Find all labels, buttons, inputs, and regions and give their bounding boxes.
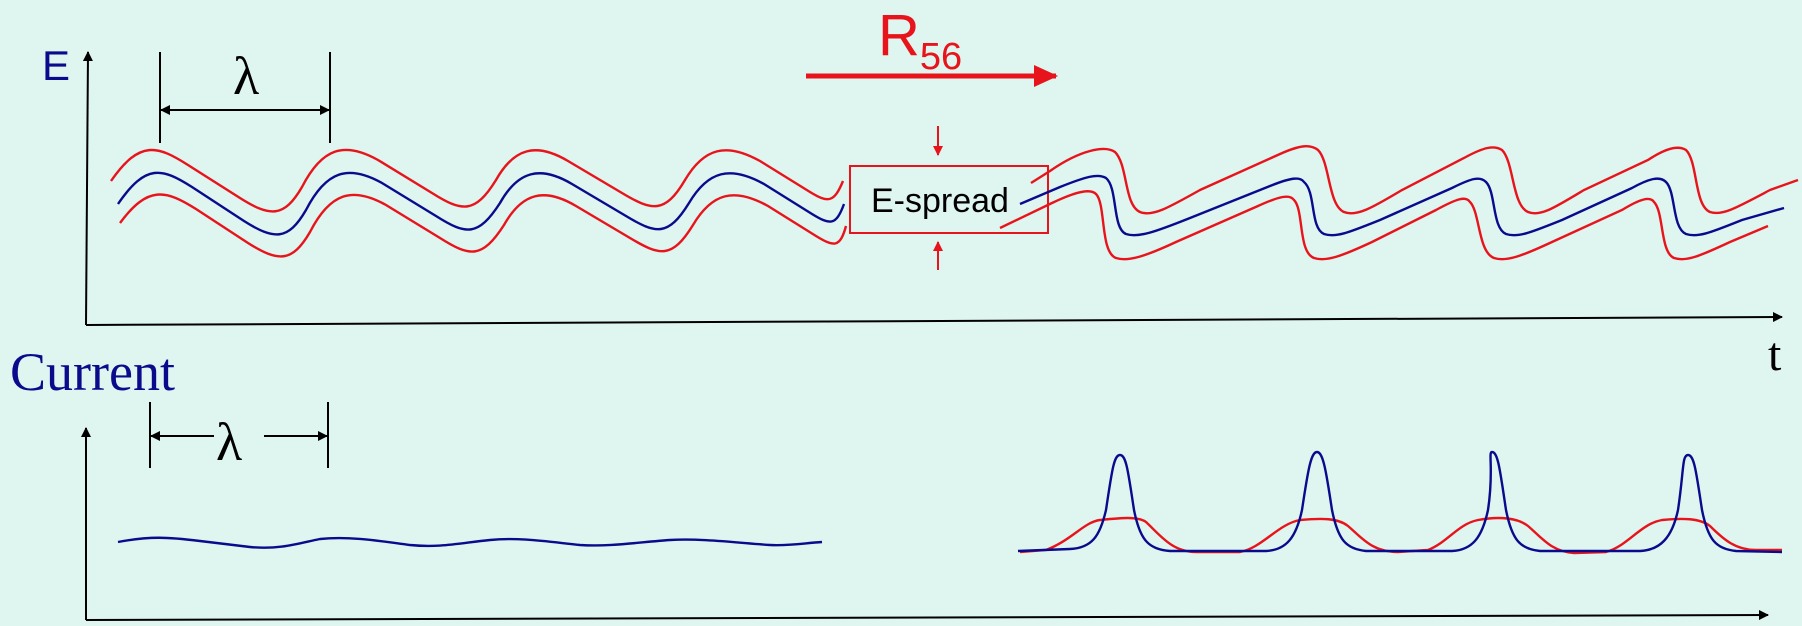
espread-label: E-spread bbox=[871, 182, 1009, 220]
espread-box bbox=[849, 165, 1049, 234]
energy-upper-bound-left bbox=[110, 148, 845, 213]
energy-upper-bound-right bbox=[1030, 145, 1799, 215]
r56-label: R56 bbox=[878, 3, 962, 78]
energy-lower-bound-right bbox=[999, 190, 1769, 261]
current-before bbox=[117, 536, 823, 549]
time-axis-label: t bbox=[1768, 328, 1782, 381]
energy-axis bbox=[82, 51, 93, 326]
energy-axis-label: E bbox=[42, 42, 70, 89]
wavelength-label-top: λ bbox=[233, 46, 259, 106]
current-title: Current bbox=[10, 342, 175, 402]
energy-modulation-right bbox=[999, 145, 1799, 261]
energy-center-left bbox=[117, 171, 846, 236]
energy-lower-bound-left bbox=[119, 193, 848, 258]
time-axis-top bbox=[85, 312, 1783, 326]
current-after-cold bbox=[1017, 450, 1783, 554]
energy-modulation-left bbox=[110, 148, 848, 258]
wavelength-label-bottom: λ bbox=[216, 412, 242, 472]
time-axis-bottom bbox=[85, 610, 1769, 621]
energy-center-right bbox=[1019, 174, 1785, 237]
